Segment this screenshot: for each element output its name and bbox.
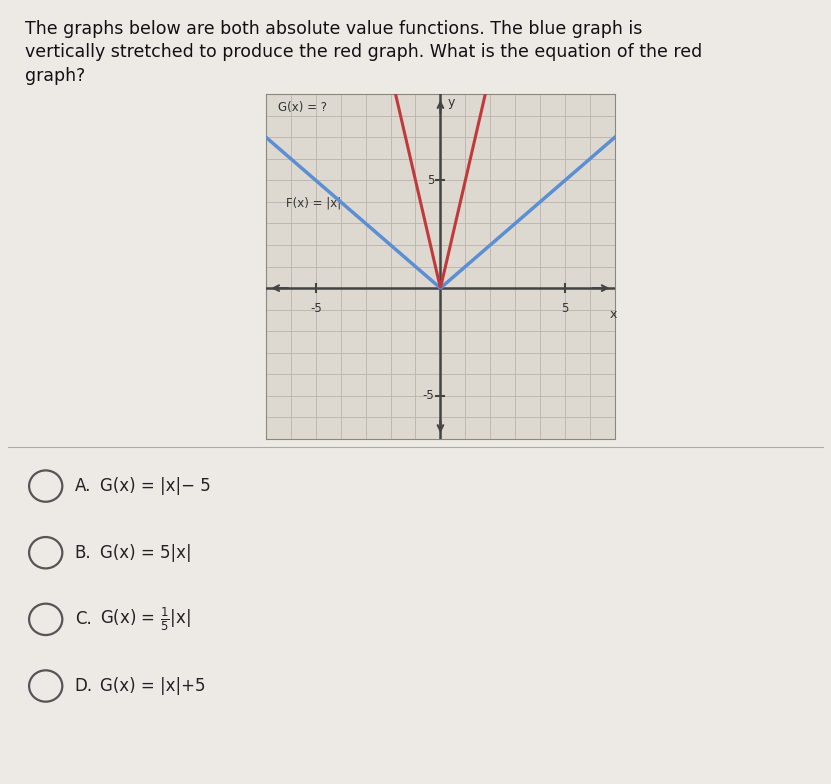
Text: C.: C. xyxy=(75,611,91,628)
Text: G(x) = |x|+5: G(x) = |x|+5 xyxy=(100,677,205,695)
Text: -5: -5 xyxy=(422,390,434,402)
Text: G(x) = ?: G(x) = ? xyxy=(278,101,327,114)
Text: y: y xyxy=(448,96,455,109)
Text: G(x) = $\frac{1}{5}$|x|: G(x) = $\frac{1}{5}$|x| xyxy=(100,606,190,633)
Text: G(x) = 5|x|: G(x) = 5|x| xyxy=(100,544,191,561)
Text: 5: 5 xyxy=(427,174,434,187)
Text: F(x) = |x|: F(x) = |x| xyxy=(286,196,341,209)
Text: 5: 5 xyxy=(562,302,568,315)
Text: -5: -5 xyxy=(310,302,322,315)
Text: D.: D. xyxy=(75,677,93,695)
Text: x: x xyxy=(610,307,617,321)
Text: G(x) = |x|− 5: G(x) = |x|− 5 xyxy=(100,477,210,495)
Text: A.: A. xyxy=(75,477,91,495)
Text: The graphs below are both absolute value functions. The blue graph is
vertically: The graphs below are both absolute value… xyxy=(25,20,702,85)
Text: B.: B. xyxy=(75,544,91,561)
